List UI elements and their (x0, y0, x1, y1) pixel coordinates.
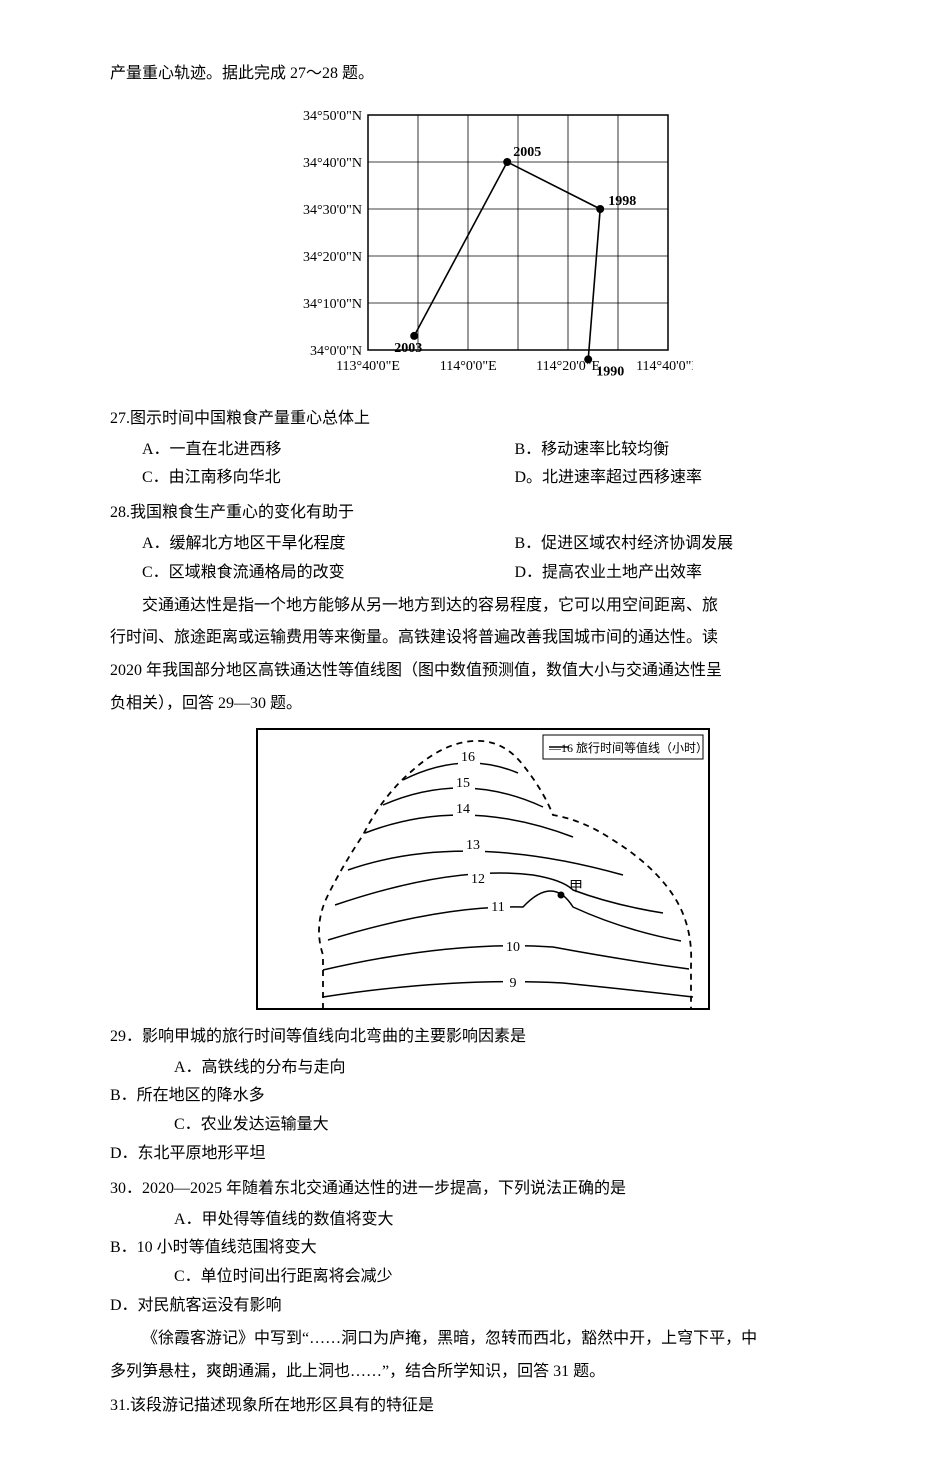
svg-text:1990: 1990 (596, 364, 624, 379)
svg-text:9: 9 (509, 976, 516, 991)
figure-2-wrap: 16 15 14 13 12 11 10 9 甲 —16 旅行时间等值线（小时） (110, 725, 855, 1013)
svg-text:12: 12 (471, 872, 485, 887)
svg-text:34°30'0"N: 34°30'0"N (303, 203, 362, 218)
intro-text: 产量重心轨迹。据此完成 27～28 题。 (110, 60, 855, 89)
q30-opt-a: A．甲处得等值线的数值将变大 (110, 1206, 547, 1235)
q29-title: 29．影响甲城的旅行时间等值线向北弯曲的主要影响因素是 (110, 1023, 855, 1052)
svg-text:114°0'0"E: 114°0'0"E (439, 359, 496, 374)
q27-options: A．一直在北进西移 B．移动速率比较均衡 C．由江南移向华北 D。北进速率超过西… (110, 436, 855, 494)
svg-text:2003: 2003 (394, 341, 422, 356)
svg-text:34°40'0"N: 34°40'0"N (303, 156, 362, 171)
q31-title: 31.该段游记描述现象所在地形区具有的特征是 (110, 1392, 855, 1421)
q27-opt-a: A．一直在北进西移 (110, 436, 483, 465)
svg-text:1998: 1998 (608, 194, 636, 209)
svg-text:15: 15 (456, 776, 470, 791)
svg-text:34°0'0"N: 34°0'0"N (310, 344, 362, 359)
passage2-line2: 行时间、旅途距离或运输费用等来衡量。高铁建设将普遍改善我国城市间的通达性。读 (110, 624, 855, 653)
svg-text:16: 16 (461, 750, 475, 765)
q29-opt-a: A．高铁线的分布与走向 (110, 1054, 547, 1083)
q30-opt-c: C．单位时间出行距离将会减少 (110, 1263, 547, 1292)
q27-opt-b: B．移动速率比较均衡 (483, 436, 856, 465)
passage2-line1: 交通通达性是指一个地方能够从另一地方到达的容易程度，它可以用空间距离、旅 (110, 592, 855, 621)
svg-text:34°20'0"N: 34°20'0"N (303, 250, 362, 265)
q30-opt-b: B．10 小时等值线范围将变大 (110, 1234, 483, 1263)
svg-text:—16 旅行时间等值线（小时）: —16 旅行时间等值线（小时） (548, 740, 708, 755)
svg-text:113°40'0"E: 113°40'0"E (336, 359, 400, 374)
q29-opt-d: D．东北平原地形平坦 (110, 1140, 483, 1169)
passage3-line1: 《徐霞客游记》中写到“……洞口为庐掩，黑暗，忽转而西北，豁然中开，上穹下平，中 (110, 1325, 855, 1354)
q27-title: 27.图示时间中国粮食产量重心总体上 (110, 405, 855, 434)
svg-text:2005: 2005 (513, 145, 541, 160)
svg-text:10: 10 (506, 940, 520, 955)
svg-text:13: 13 (466, 838, 480, 853)
q30-opt-d: D．对民航客运没有影响 (110, 1292, 483, 1321)
q30-title: 30．2020—2025 年随着东北交通通达性的进一步提高，下列说法正确的是 (110, 1175, 855, 1204)
q28-options: A．缓解北方地区干旱化程度 B．促进区域农村经济协调发展 C．区域粮食流通格局的… (110, 530, 855, 588)
q29-opt-b: B．所在地区的降水多 (110, 1082, 483, 1111)
svg-text:34°10'0"N: 34°10'0"N (303, 297, 362, 312)
q30-options: A．甲处得等值线的数值将变大 B．10 小时等值线范围将变大 C．单位时间出行距… (110, 1206, 855, 1321)
q28-opt-b: B．促进区域农村经济协调发展 (483, 530, 856, 559)
passage3-line2: 多列笋悬柱，爽朗通漏，此上洞也……”，结合所学知识，回答 31 题。 (110, 1358, 855, 1387)
isoline-map: 16 15 14 13 12 11 10 9 甲 —16 旅行时间等值线（小时） (253, 725, 713, 1013)
passage2-line4: 负相关），回答 29—30 题。 (110, 690, 855, 719)
q28-opt-a: A．缓解北方地区干旱化程度 (110, 530, 483, 559)
svg-text:11: 11 (491, 900, 504, 915)
svg-text:甲: 甲 (569, 880, 583, 895)
q28-opt-d: D．提高农业土地产出效率 (483, 559, 856, 588)
q27-opt-c: C．由江南移向华北 (110, 464, 483, 493)
svg-text:14: 14 (456, 802, 470, 817)
q27-opt-d: D。北进速率超过西移速率 (483, 464, 856, 493)
grain-centroid-chart: 34°50'0"N 34°40'0"N 34°30'0"N 34°20'0"N 34°1… (273, 95, 693, 395)
svg-text:114°40'0"E: 114°40'0"E (636, 359, 693, 374)
q28-title: 28.我国粮食生产重心的变化有助于 (110, 499, 855, 528)
q29-opt-c: C．农业发达运输量大 (110, 1111, 547, 1140)
q29-options: A．高铁线的分布与走向 B．所在地区的降水多 C．农业发达运输量大 D．东北平原… (110, 1054, 855, 1169)
q28-opt-c: C．区域粮食流通格局的改变 (110, 559, 483, 588)
svg-text:34°50'0"N: 34°50'0"N (303, 109, 362, 124)
figure-1-wrap: 34°50'0"N 34°40'0"N 34°30'0"N 34°20'0"N 34°1… (110, 95, 855, 395)
passage2-line3: 2020 年我国部分地区高铁通达性等值线图（图中数值预测值，数值大小与交通通达性… (110, 657, 855, 686)
